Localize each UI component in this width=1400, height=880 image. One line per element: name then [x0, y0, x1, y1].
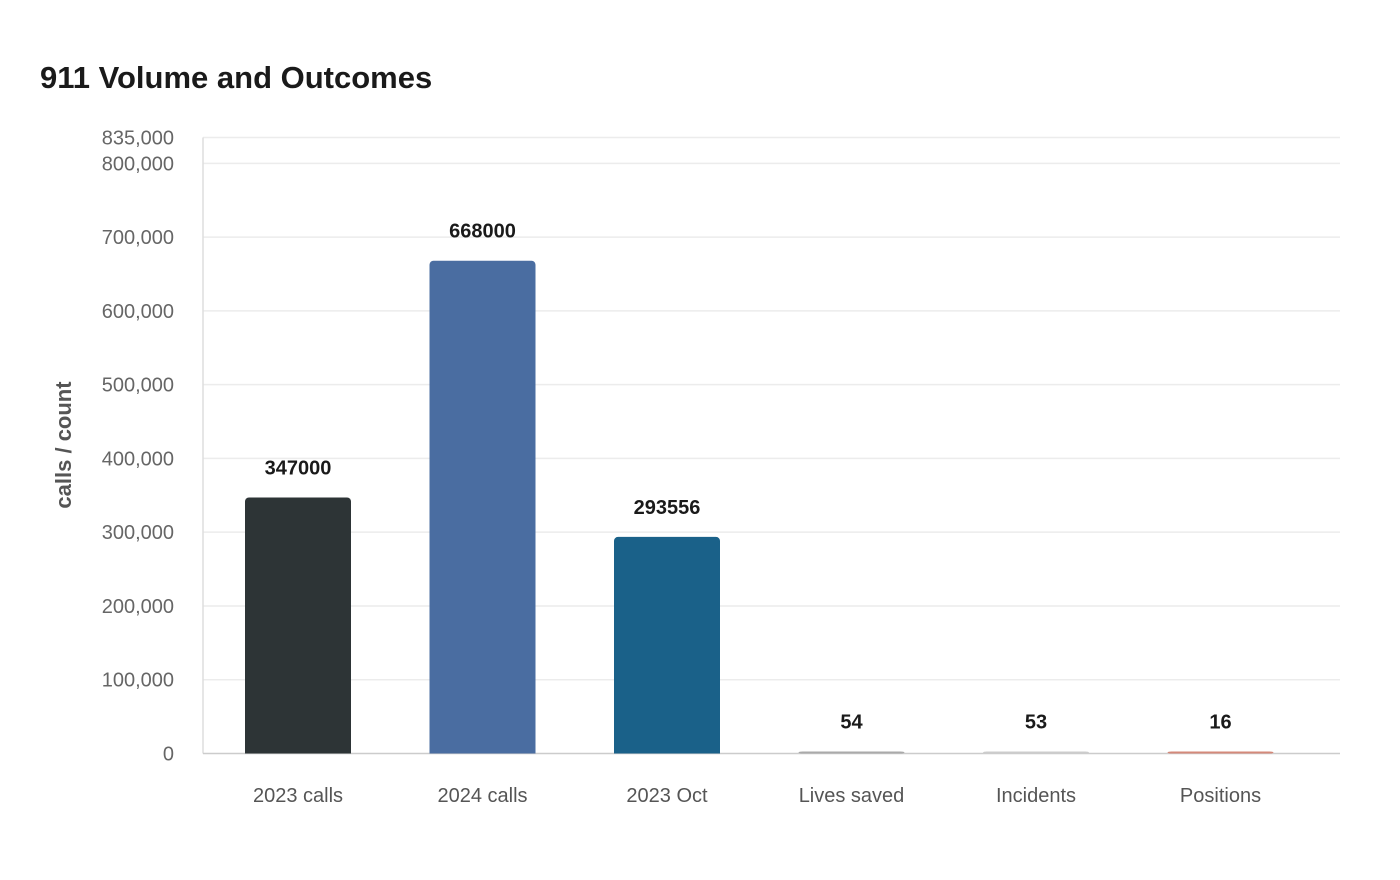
- y-tick-label: 100,000: [102, 670, 174, 692]
- y-tick-label: 600,000: [102, 301, 174, 323]
- bar-base: [429, 748, 536, 754]
- category-label: 2024 calls: [437, 785, 527, 807]
- bar: [1167, 751, 1274, 754]
- bar: [983, 751, 1089, 754]
- bar-value-label: 293556: [634, 497, 701, 519]
- category-labels: 2023 calls 2024 calls 2023 Oct Lives saved I…: [253, 785, 1261, 807]
- category-label: Incidents: [996, 785, 1076, 807]
- category-label: 2023 Oct: [626, 785, 708, 807]
- bar-base: [614, 748, 720, 754]
- bars: [245, 260, 1274, 754]
- bar-base: [245, 748, 351, 754]
- bar: [429, 260, 536, 754]
- bar: [614, 536, 720, 754]
- y-tick-label: 0: [163, 744, 174, 766]
- chart-title: 911 Volume and Outcomes: [40, 60, 433, 95]
- y-tick-label: 835,000: [102, 128, 174, 150]
- y-tick-labels: 0 100,000 200,000 300,000 400,000 500,000 600,…: [102, 128, 174, 766]
- bar-value-label: 53: [1025, 712, 1047, 734]
- bar-value-label: 16: [1209, 712, 1231, 734]
- y-tick-label: 500,000: [102, 375, 174, 397]
- category-label: Positions: [1180, 785, 1261, 807]
- bar: [798, 751, 905, 754]
- axes: [202, 137, 1340, 755]
- bar: [245, 497, 351, 754]
- y-tick-label: 800,000: [102, 153, 174, 175]
- bar-value-labels: 347000 668000 293556 54 53 16: [265, 221, 1232, 734]
- y-tick-label: 200,000: [102, 596, 174, 618]
- gridlines: [203, 136, 1340, 681]
- y-tick-label: 300,000: [102, 522, 174, 544]
- bar-value-label: 668000: [449, 221, 516, 243]
- category-label: Lives saved: [799, 785, 905, 807]
- y-tick-label: 700,000: [102, 227, 174, 249]
- bar-value-label: 347000: [265, 458, 332, 480]
- category-label: 2023 calls: [253, 785, 343, 807]
- y-tick-label: 400,000: [102, 448, 174, 470]
- bar-value-label: 54: [840, 712, 863, 734]
